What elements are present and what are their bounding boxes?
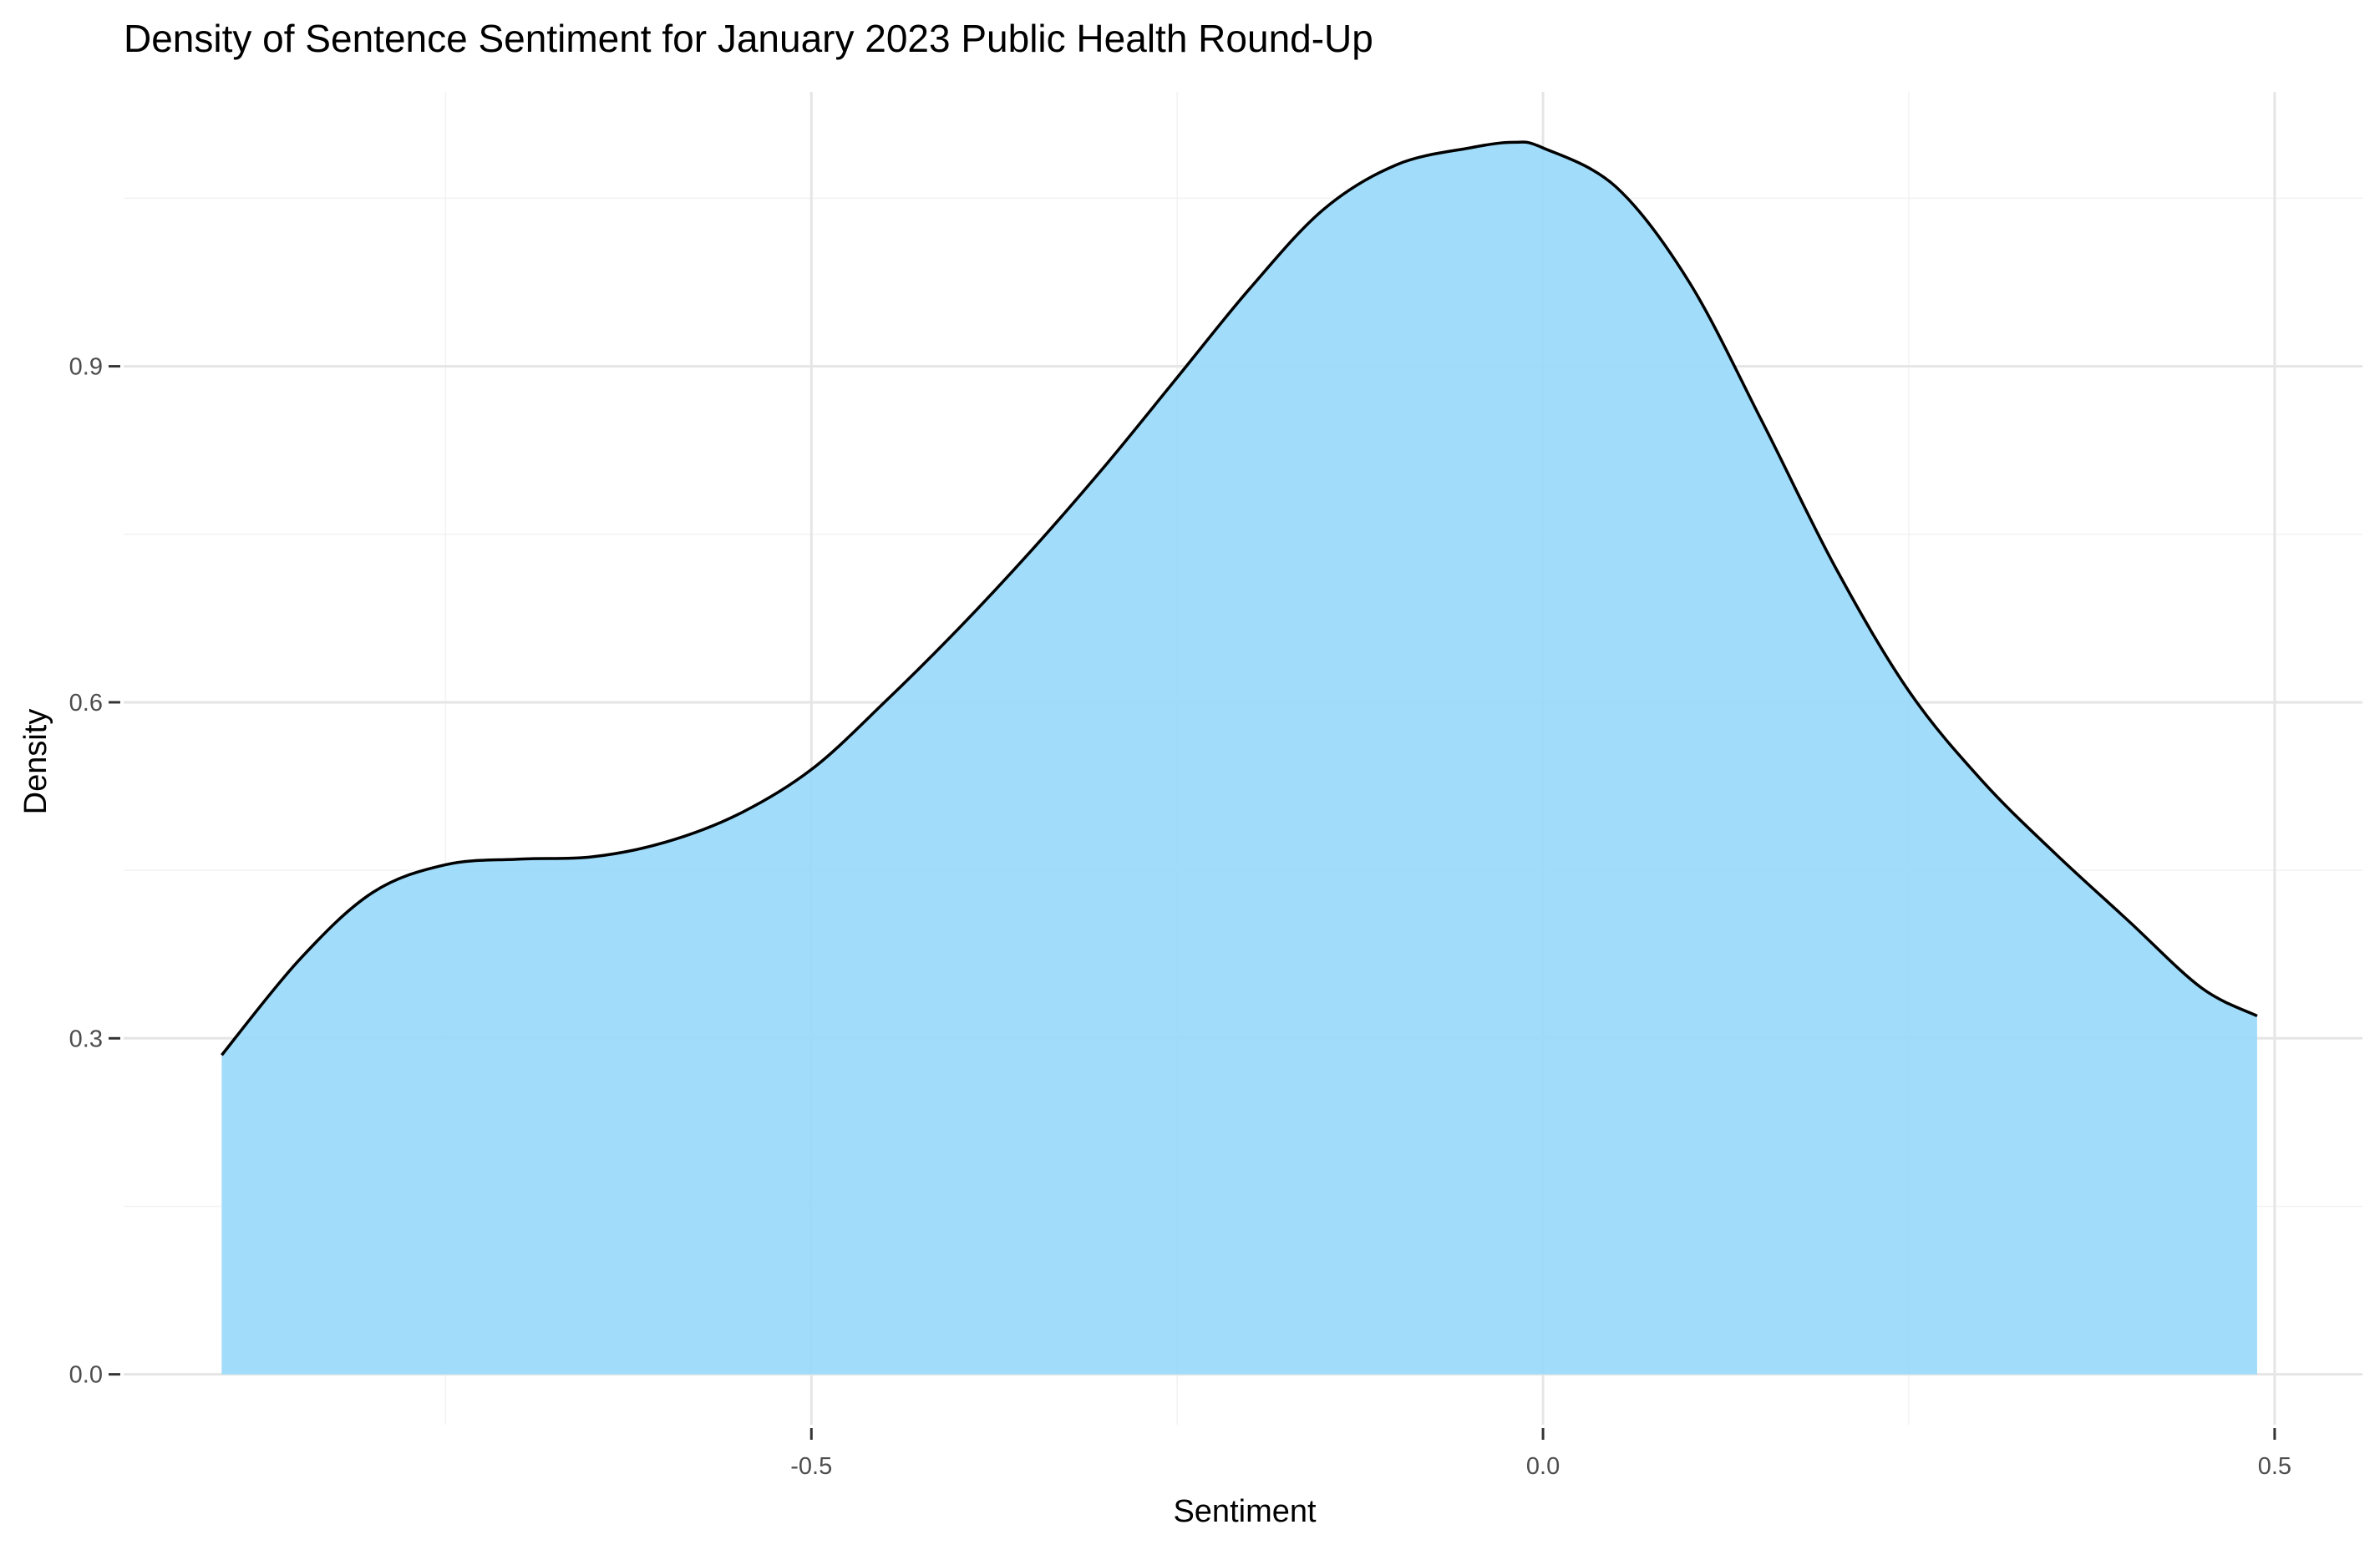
y-axis-ticks: 0.0 0.3 0.6 0.9 bbox=[69, 354, 120, 1389]
x-tick-label: 0.0 bbox=[1526, 1453, 1560, 1480]
chart-title: Density of Sentence Sentiment for Januar… bbox=[124, 17, 1373, 60]
density-curve bbox=[221, 140, 2258, 1056]
x-tick-label: 0.5 bbox=[2258, 1453, 2291, 1480]
y-tick-label: 0.6 bbox=[69, 690, 103, 717]
y-tick-label: 0.3 bbox=[69, 1026, 103, 1052]
y-axis-title: Density bbox=[18, 709, 53, 815]
y-tick-label: 0.9 bbox=[69, 354, 103, 381]
x-axis-title: Sentiment bbox=[1173, 1494, 1317, 1529]
density-area bbox=[221, 142, 2257, 1375]
x-tick-label: -0.5 bbox=[790, 1453, 832, 1480]
y-tick-label: 0.0 bbox=[69, 1362, 103, 1389]
x-axis-ticks: -0.5 0.0 0.5 bbox=[790, 1428, 2291, 1480]
